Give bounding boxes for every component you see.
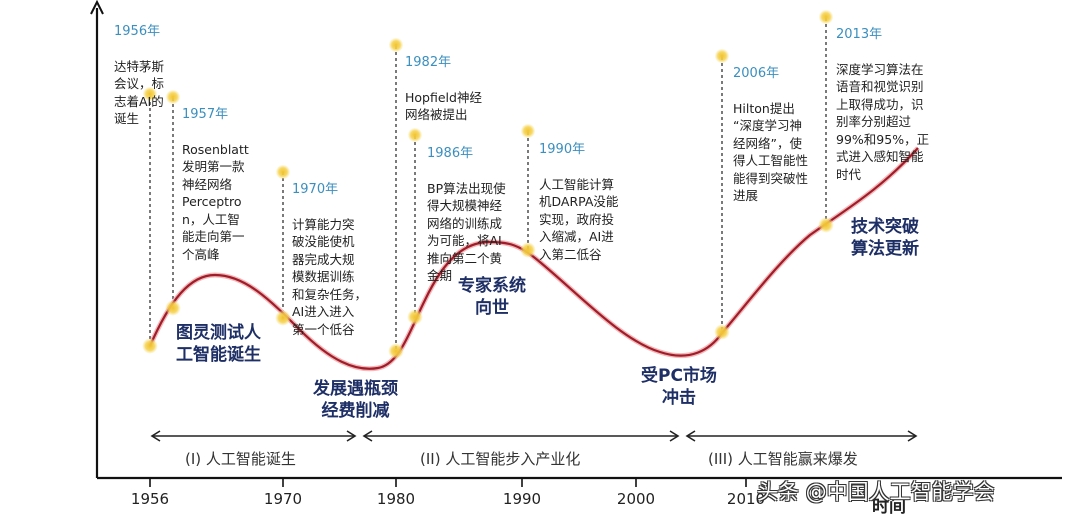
x-tick-1980: 1980 <box>376 490 416 508</box>
annotation-text: Rosenblatt 发明第一款 神经网络 Perceptro n，人工智 能走… <box>182 141 249 262</box>
milestone-guides <box>149 18 827 351</box>
phase-label-turing: 图灵测试人 工智能诞生 <box>176 323 261 365</box>
annotation-text: 深度学习算法在 语音和视觉识别 上取得成功，识 别率分别超过 99%和95%，正… <box>836 61 930 182</box>
annotation-year: 1970年 <box>292 181 339 197</box>
watermark: 头条 @中国人工智能学会 <box>757 480 995 504</box>
annotation-year: 2006年 <box>733 65 780 81</box>
x-tick-1956: 1956 <box>130 490 170 508</box>
annotation-year: 1957年 <box>182 106 229 122</box>
milestone-dots <box>143 10 833 179</box>
curve-markers <box>142 217 834 359</box>
phase-label-pc-market: 受PC市场 冲击 <box>641 366 717 408</box>
annotation-year: 1990年 <box>539 141 586 157</box>
annotation-year: 1982年 <box>405 54 452 70</box>
annotation-year: 2013年 <box>836 26 883 42</box>
x-tick-1990: 1990 <box>502 490 542 508</box>
x-axis-ticks <box>149 478 747 487</box>
y-axis-arrow-icon <box>90 0 104 15</box>
annotation-text: Hopfield神经 网络被提出 <box>405 89 482 123</box>
x-axis-label: 时间 <box>872 497 906 517</box>
era-arrows <box>150 430 918 442</box>
annotation-1982: 1982年 Hopfield神经 网络被提出 <box>405 36 482 141</box>
annotation-1970: 1970年 计算能力突 破没能使机 器完成大规 模数据训练 和复杂任务， AI进… <box>292 163 367 356</box>
annotation-text: 计算能力突 破没能使机 器完成大规 模数据训练 和复杂任务， AI进入进入 第一… <box>292 216 368 337</box>
annotation-1956: 1956年 达特茅斯 会议，标 志着AI的 诞生 <box>114 5 164 145</box>
phase-label-bottleneck: 发展遇瓶颈 经费削减 <box>313 379 398 421</box>
annotation-text: 达特茅斯 会议，标 志着AI的 诞生 <box>114 58 165 127</box>
era-label-1: (I) 人工智能诞生 <box>185 450 296 468</box>
x-tick-1970: 1970 <box>263 490 303 508</box>
annotation-2006: 2006年 Hilton提出 “深度学习神 经网络”，使 得人工智能性 能得到突… <box>733 47 808 222</box>
annotation-1957: 1957年 Rosenblatt 发明第一款 神经网络 Perceptro n，… <box>182 88 249 281</box>
era-label-2: (II) 人工智能步入产业化 <box>420 450 581 468</box>
era-label-3: (III) 人工智能赢来爆发 <box>708 450 858 468</box>
annotation-1990: 1990年 人工智能计算 机DARPA没能 实现，政府投 入缩减，AI进 入第二… <box>539 123 618 281</box>
annotation-text: Hilton提出 “深度学习神 经网络”，使 得人工智能性 能得到突破性 进展 <box>733 100 809 204</box>
annotation-year: 1956年 <box>114 23 161 39</box>
annotation-text: 人工智能计算 机DARPA没能 实现，政府投 入缩减，AI进 入第二低谷 <box>539 176 619 262</box>
annotation-1986: 1986年 BP算法出现使 得大规模神经 网络的训练成 为可能，将AI 推向第二… <box>427 127 506 302</box>
phase-label-tech-breakthrough: 技术突破 算法更新 <box>851 217 919 259</box>
annotation-2013: 2013年 深度学习算法在 语音和视觉识别 上取得成功，识 别率分别超过 99%… <box>836 8 929 201</box>
x-tick-2010: 2010 <box>726 490 766 508</box>
phase-label-expert-systems: 专家系统 向世 <box>458 276 526 318</box>
annotation-year: 1986年 <box>427 145 474 161</box>
annotation-text: BP算法出现使 得大规模神经 网络的训练成 为可能，将AI 推向第二个黄 金期 <box>427 180 506 284</box>
x-tick-2000: 2000 <box>616 490 656 508</box>
